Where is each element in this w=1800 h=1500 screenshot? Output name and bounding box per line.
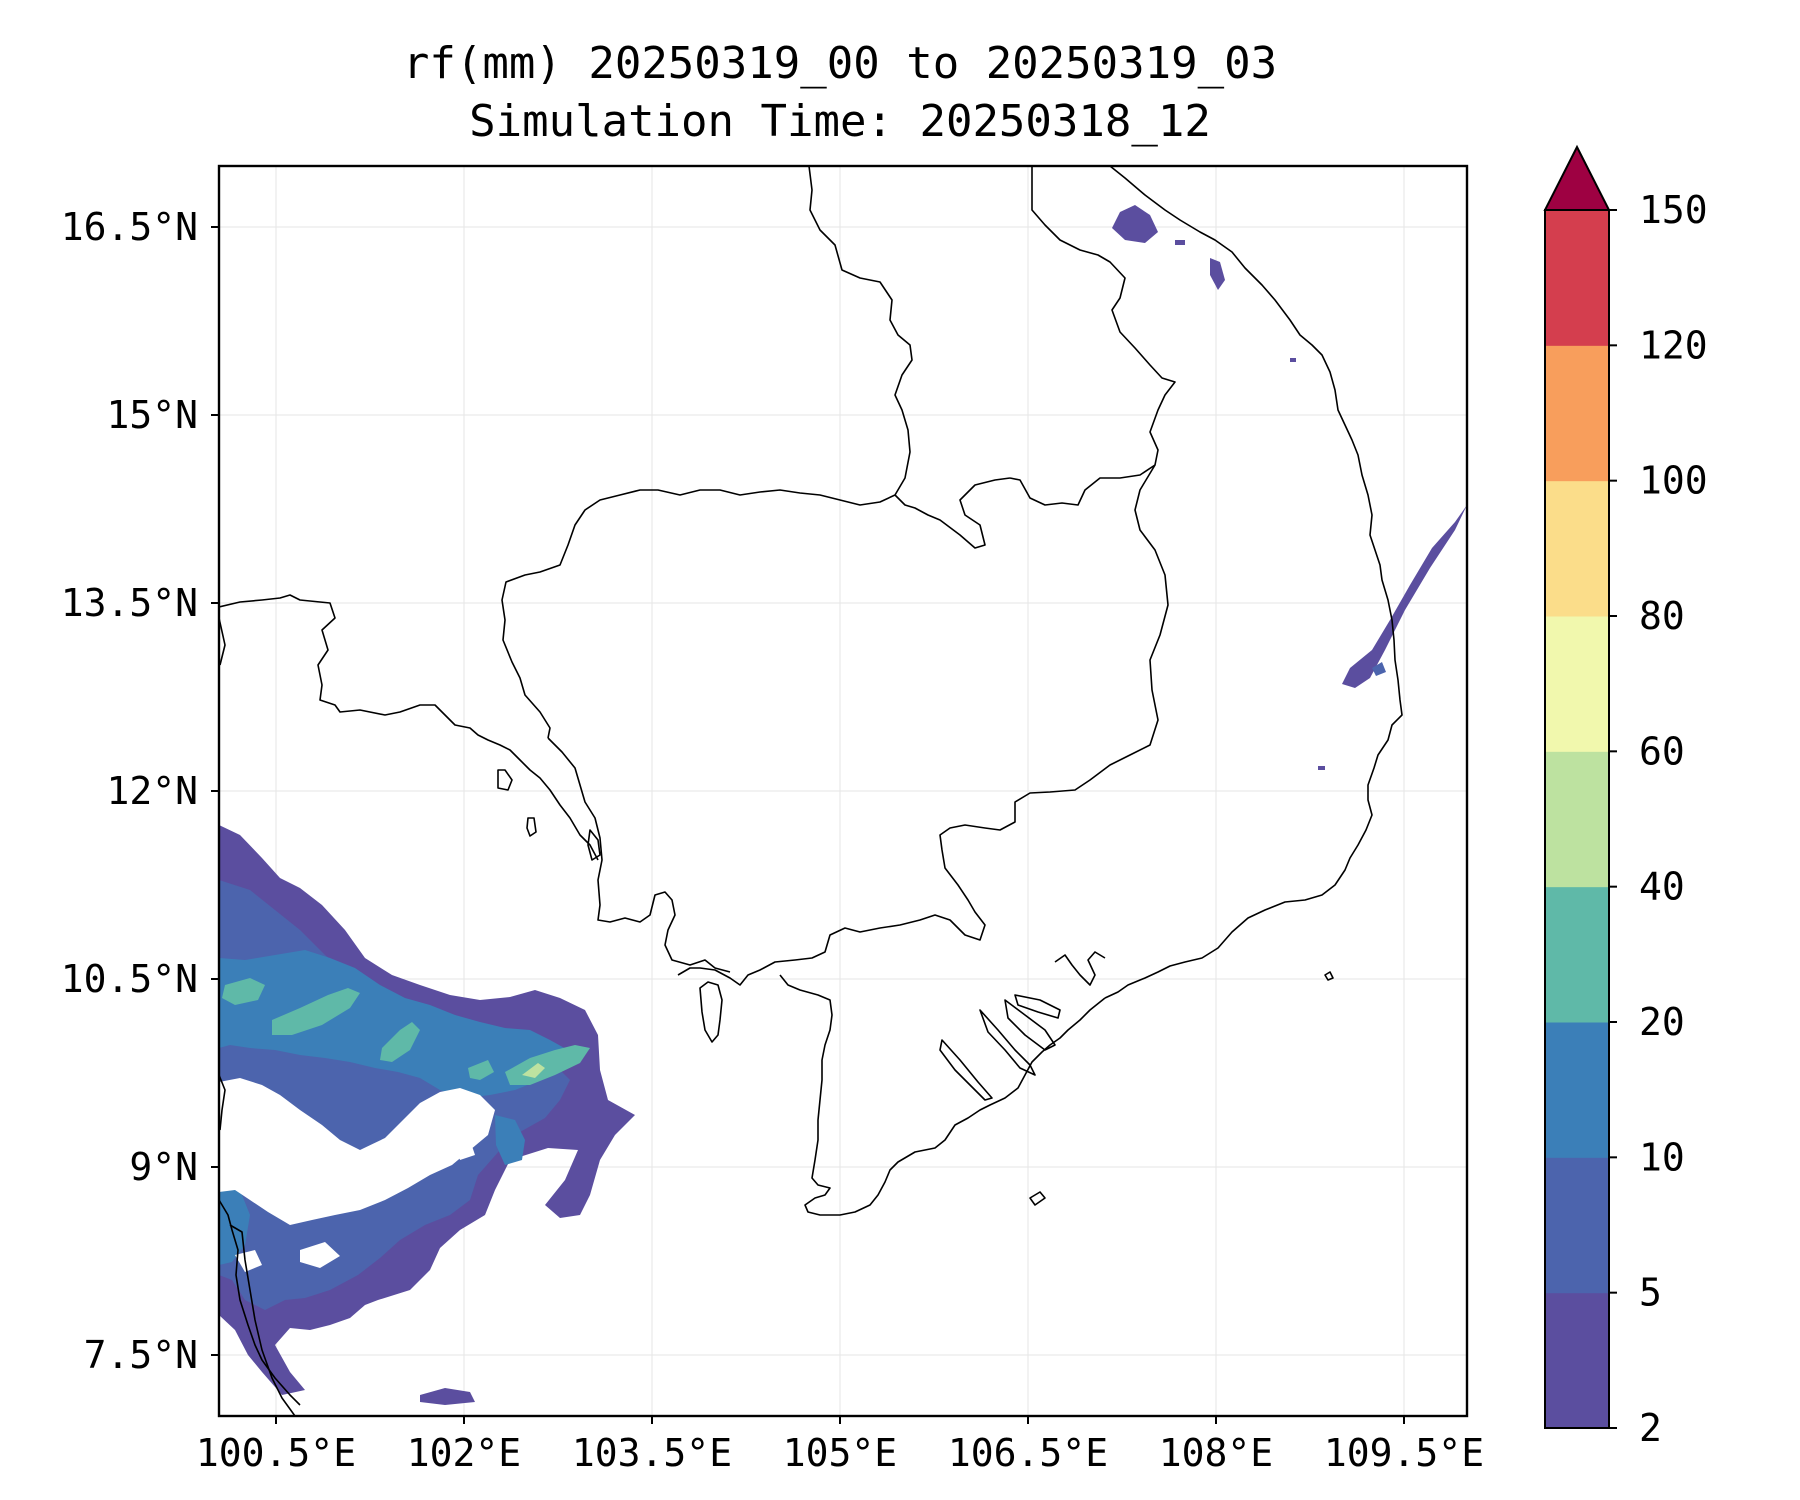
lon-tick-label: 100.5°E [196, 1431, 356, 1475]
lat-tick-label: 16.5°N [61, 205, 198, 249]
colorbar-tick-label: 20 [1639, 1000, 1685, 1044]
coastline-thailand-gulf-west [219, 617, 226, 666]
rain-contour-2-5 [1112, 205, 1158, 243]
rain-contour-20-40 [272, 988, 360, 1035]
border-laos-thailand [808, 166, 913, 496]
colorbar-segment [1545, 1292, 1609, 1429]
colorbar-segment [1545, 1022, 1609, 1158]
colorbar-tick-label: 100 [1639, 459, 1708, 503]
colorbar-segment [1545, 480, 1609, 617]
rain-contour-2-5 [1318, 766, 1325, 770]
rain-contour-20-40 [222, 978, 265, 1005]
lon-tick-label: 109.5°E [1324, 1431, 1484, 1475]
coastline-vietnam-east [1104, 166, 1403, 999]
dry-area [350, 1175, 372, 1196]
island-small [1324, 971, 1334, 981]
colorbar-segment [1545, 210, 1609, 346]
dry-area [300, 1242, 340, 1268]
rain-contour-2-5 [420, 1388, 475, 1405]
coastline-mekong-channel [1014, 994, 1061, 1019]
rain-contour-10-20 [219, 1185, 250, 1265]
lon-tick-label: 102°E [407, 1431, 521, 1475]
dry-area [455, 1140, 475, 1160]
lon-tick-label: 108°E [1159, 1431, 1273, 1475]
lat-tick-label: 7.5°N [84, 1333, 198, 1377]
coastline-malay-peninsula [219, 1074, 226, 1131]
rain-contour-20-40 [468, 1060, 494, 1080]
coastline-saigon-estuary [1054, 951, 1106, 986]
rainfall-contours [219, 205, 1467, 1405]
dry-area [235, 1250, 262, 1272]
rain-contour-2-5 [1175, 240, 1185, 245]
island-con-dao [1029, 1191, 1046, 1206]
coastline-mekong-channel [1004, 999, 1056, 1051]
colorbar-tick-label: 2 [1639, 1406, 1662, 1450]
colorbar-segment [1545, 1157, 1609, 1294]
rain-contour-20-40 [380, 1022, 420, 1062]
longitude-axis: 100.5°E 102°E 103.5°E 105°E 106.5°E 108°E 109.… [196, 1416, 1484, 1475]
coastline-mekong-channel [979, 1009, 1036, 1076]
colorbar-segment [1545, 886, 1609, 1023]
colorbar-segment [1545, 345, 1609, 482]
rain-contour-2-5 [1290, 358, 1296, 362]
colorbar: 2 5 10 20 40 60 80 100 120 150 [1543, 144, 1708, 1450]
coastline-mekong-channel [939, 1039, 993, 1101]
coastline-malay-west [219, 1199, 301, 1406]
rain-contour-10-20 [219, 950, 568, 1098]
island-koh-kong [497, 769, 513, 791]
border-cambodia-vietnam [677, 464, 1169, 986]
colorbar-tick-label: 80 [1639, 594, 1685, 638]
latitude-axis: 16.5°N 15°N 13.5°N 12°N 10.5°N 9°N 7.5°N [61, 205, 219, 1377]
colorbar-segment [1545, 751, 1609, 888]
colorbar-frame [1544, 209, 1610, 1429]
rain-contour-2-5 [1342, 505, 1467, 688]
lon-tick-label: 103.5°E [572, 1431, 732, 1475]
colorbar-segment [1545, 616, 1609, 752]
rain-contour-40-60 [522, 1063, 545, 1078]
lat-tick-label: 12°N [106, 769, 198, 813]
colorbar-extend-arrow [1543, 144, 1611, 211]
dry-area [410, 1310, 450, 1325]
island-koh-chang [526, 817, 537, 837]
graticule [219, 166, 1467, 1416]
colorbar-tick-label: 5 [1639, 1271, 1662, 1315]
lat-tick-label: 15°N [106, 393, 198, 437]
map-subtitle: Simulation Time: 20250318_12 [469, 96, 1211, 147]
border-cambodia-north [501, 489, 896, 739]
colorbar-tick-label: 10 [1639, 1135, 1685, 1179]
colorbar-tick-label: 40 [1639, 865, 1685, 909]
dry-area [219, 1078, 495, 1225]
colorbar-tick-label: 60 [1639, 729, 1685, 773]
colorbar-tick-label: 120 [1639, 323, 1708, 367]
colorbar-tick-label: 150 [1639, 188, 1708, 232]
map-title: rf(mm) 20250319_00 to 20250319_03 [402, 38, 1278, 89]
lat-tick-label: 10.5°N [61, 957, 198, 1001]
border-cambodia-laos-east [894, 477, 1011, 549]
rain-contour-10-20 [495, 1115, 525, 1165]
border-thailand-west [219, 594, 599, 861]
island-phu-quoc [699, 981, 723, 1043]
border-laos-vietnam [1009, 166, 1176, 506]
rain-contour-2-5 [1210, 258, 1225, 290]
lon-tick-label: 106.5°E [948, 1431, 1108, 1475]
lat-tick-label: 13.5°N [61, 581, 198, 625]
rain-contour-5-10 [1372, 662, 1386, 676]
border-thailand-cambodia-south [547, 737, 731, 973]
lat-tick-label: 9°N [129, 1145, 198, 1189]
island-coastal [587, 829, 601, 861]
lon-tick-label: 105°E [783, 1431, 897, 1475]
coastlines-and-borders [219, 166, 1403, 1416]
coastline-malay-peninsula-south [229, 1224, 296, 1416]
